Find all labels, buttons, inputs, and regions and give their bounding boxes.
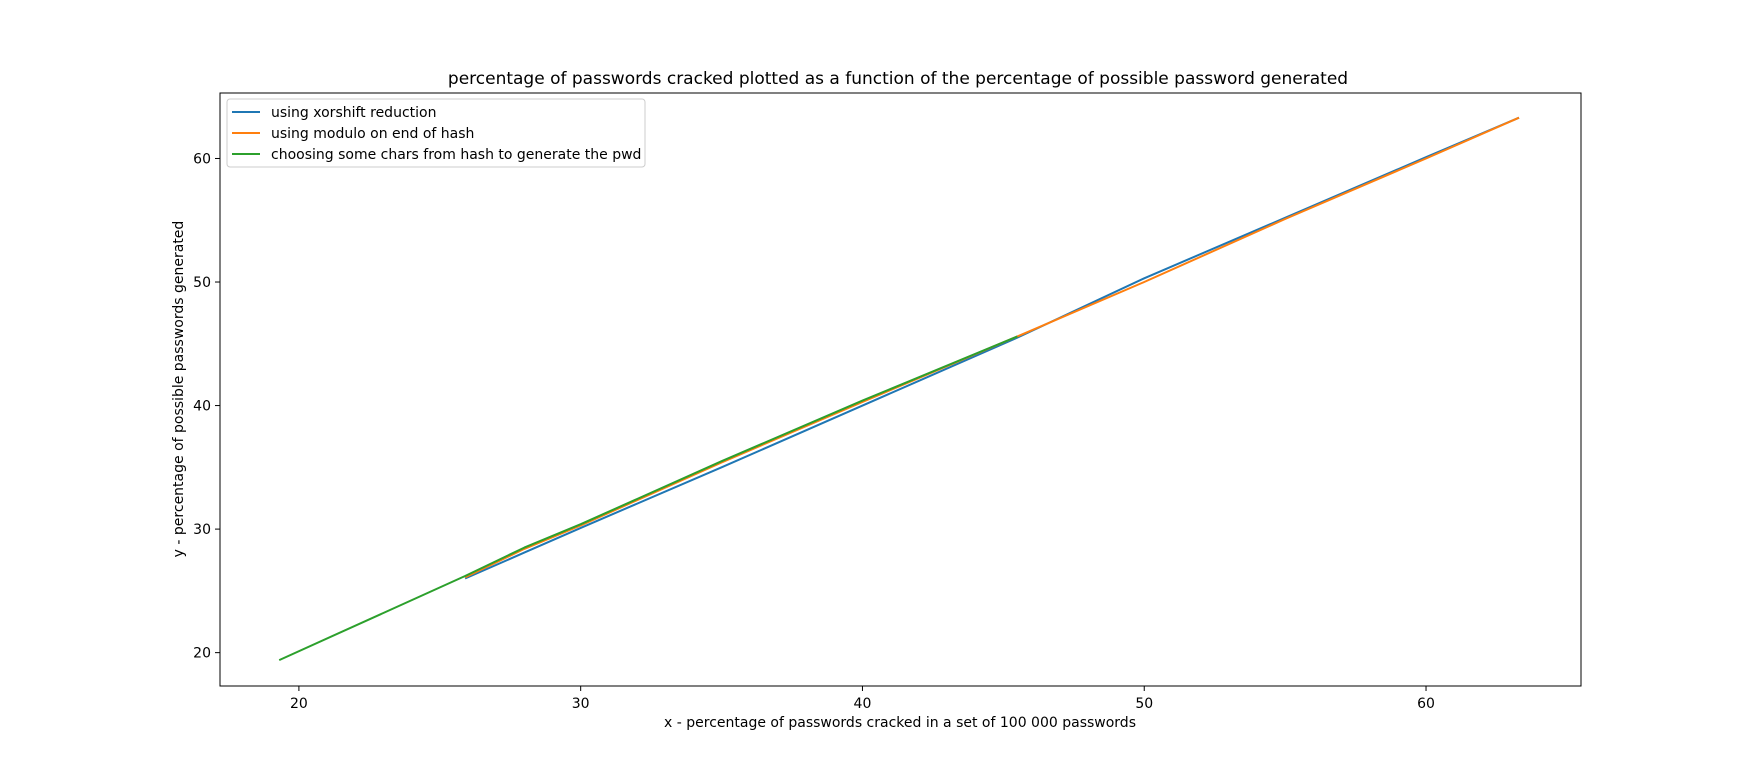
x-tick-label: 40 bbox=[854, 696, 872, 712]
plot-area bbox=[219, 92, 1582, 687]
legend-label-modulo: using modulo on end of hash bbox=[271, 126, 474, 142]
x-tick-label: 20 bbox=[290, 696, 308, 712]
x-tick-label: 50 bbox=[1135, 696, 1153, 712]
series-line-chars bbox=[278, 335, 1018, 662]
x-axis-ticks: 20 30 40 50 60 bbox=[290, 686, 1435, 712]
series-line-xorshift bbox=[464, 116, 1520, 580]
y-axis-label: y - percentage of possible passwords gen… bbox=[171, 221, 187, 558]
x-axis-label: x - percentage of passwords cracked in a… bbox=[664, 715, 1136, 731]
axes-frame bbox=[219, 92, 1582, 687]
x-tick-label: 30 bbox=[572, 696, 590, 712]
legend-label-xorshift: using xorshift reduction bbox=[271, 105, 436, 121]
y-tick-label: 40 bbox=[193, 399, 211, 415]
legend-entry-chars: choosing some chars from hash to generat… bbox=[232, 147, 641, 163]
legend-entry-xorshift: using xorshift reduction bbox=[232, 105, 436, 121]
series-layer bbox=[278, 116, 1520, 662]
y-tick-label: 30 bbox=[193, 522, 211, 538]
legend-box bbox=[226, 98, 646, 168]
x-tick-label: 60 bbox=[1417, 696, 1435, 712]
legend-entry-modulo: using modulo on end of hash bbox=[232, 126, 474, 142]
y-tick-label: 20 bbox=[193, 646, 211, 662]
legend-label-chars: choosing some chars from hash to generat… bbox=[271, 147, 641, 163]
legend: using xorshift reduction using modulo on… bbox=[226, 98, 646, 168]
y-tick-label: 50 bbox=[193, 275, 211, 291]
y-axis-ticks: 20 30 40 50 60 bbox=[193, 151, 220, 662]
y-tick-label: 60 bbox=[193, 151, 211, 167]
chart-title: percentage of passwords cracked plotted … bbox=[448, 69, 1348, 89]
